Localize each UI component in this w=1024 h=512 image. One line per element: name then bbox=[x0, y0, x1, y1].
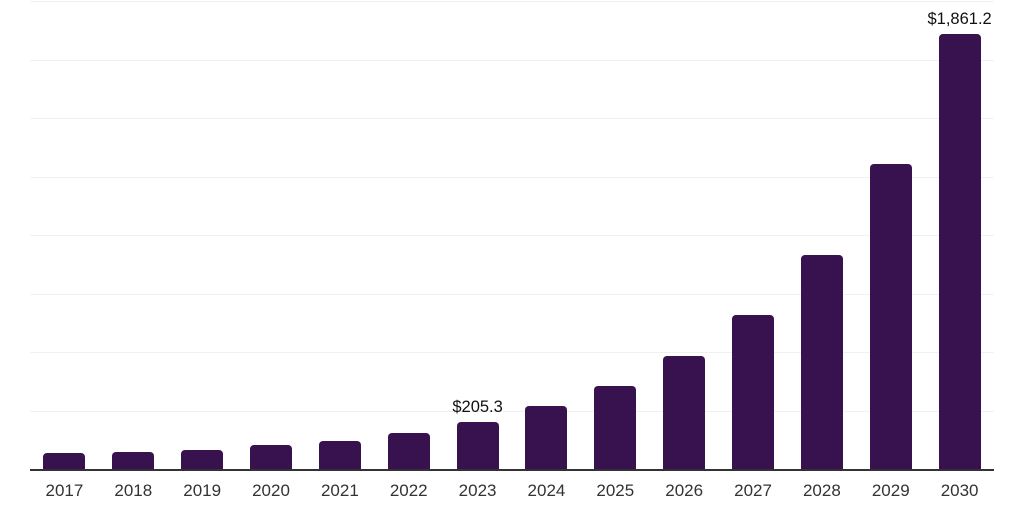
bar-band bbox=[99, 2, 168, 470]
bar-band bbox=[30, 2, 99, 470]
gridline bbox=[30, 176, 994, 178]
bar-band bbox=[787, 2, 856, 470]
bar-band bbox=[581, 2, 650, 470]
x-tick-label-2024: 2024 bbox=[527, 481, 566, 500]
bar-band bbox=[512, 2, 581, 470]
x-axis-line bbox=[30, 469, 994, 471]
x-tick-label-2022: 2022 bbox=[389, 481, 428, 500]
bar-2022 bbox=[387, 433, 430, 470]
x-tick-label-2020: 2020 bbox=[252, 481, 290, 500]
gridline bbox=[30, 1, 994, 2]
gridline bbox=[30, 59, 994, 61]
bar-2017 bbox=[43, 452, 86, 470]
bar-2020 bbox=[250, 444, 292, 470]
bars-layer: $205.3 $1,861.2 bbox=[30, 2, 994, 470]
bar-band bbox=[650, 2, 719, 470]
bar-band: $1,861.2 bbox=[925, 2, 994, 470]
bar-2018 bbox=[112, 451, 155, 470]
bar-2019 bbox=[181, 449, 224, 470]
gridline bbox=[30, 410, 994, 412]
gridline bbox=[30, 118, 994, 119]
gridline bbox=[30, 352, 994, 353]
x-tick-label-2018: 2018 bbox=[114, 481, 153, 500]
x-tick-label-2019: 2019 bbox=[183, 481, 222, 500]
gridline bbox=[30, 293, 994, 295]
x-tick-label-2026: 2026 bbox=[665, 481, 704, 500]
x-tick-label-2027: 2027 bbox=[734, 481, 772, 500]
bar-2028 bbox=[800, 254, 843, 470]
x-tick-label-2023: 2023 bbox=[458, 481, 497, 500]
bar-2023: $205.3 bbox=[452, 398, 503, 470]
bar-band bbox=[374, 2, 443, 470]
x-tick-label-2028: 2028 bbox=[802, 481, 841, 500]
bar-band bbox=[856, 2, 925, 470]
bar-band bbox=[168, 2, 237, 470]
x-axis-labels: 2017 2018 2019 2020 2021 2022 2023 2024 2025 2026… bbox=[30, 481, 994, 501]
bar-2026 bbox=[663, 356, 706, 470]
bar-band bbox=[305, 2, 374, 470]
bar-band bbox=[237, 2, 306, 470]
x-tick-label-2029: 2029 bbox=[871, 481, 910, 500]
bar-2025 bbox=[594, 385, 637, 470]
bar-2030: $1,861.2 bbox=[927, 10, 992, 470]
bar-2024 bbox=[525, 406, 568, 470]
bar-value-label-2023: $205.3 bbox=[452, 397, 503, 416]
bar-band: $205.3 bbox=[443, 2, 512, 470]
x-tick-label-2017: 2017 bbox=[45, 481, 84, 500]
bar-value-label-2030: $1,861.2 bbox=[927, 10, 992, 29]
bar-2027 bbox=[732, 314, 775, 470]
bar-band bbox=[719, 2, 788, 470]
x-tick-label-2021: 2021 bbox=[320, 481, 359, 500]
bar-2021 bbox=[318, 441, 361, 470]
gridline bbox=[30, 235, 994, 236]
x-tick-label-2030: 2030 bbox=[940, 481, 979, 500]
plot-area: $205.3 $1,861.2 bbox=[30, 1, 994, 471]
bar-2029 bbox=[869, 164, 912, 470]
x-tick-label-2025: 2025 bbox=[596, 481, 635, 500]
